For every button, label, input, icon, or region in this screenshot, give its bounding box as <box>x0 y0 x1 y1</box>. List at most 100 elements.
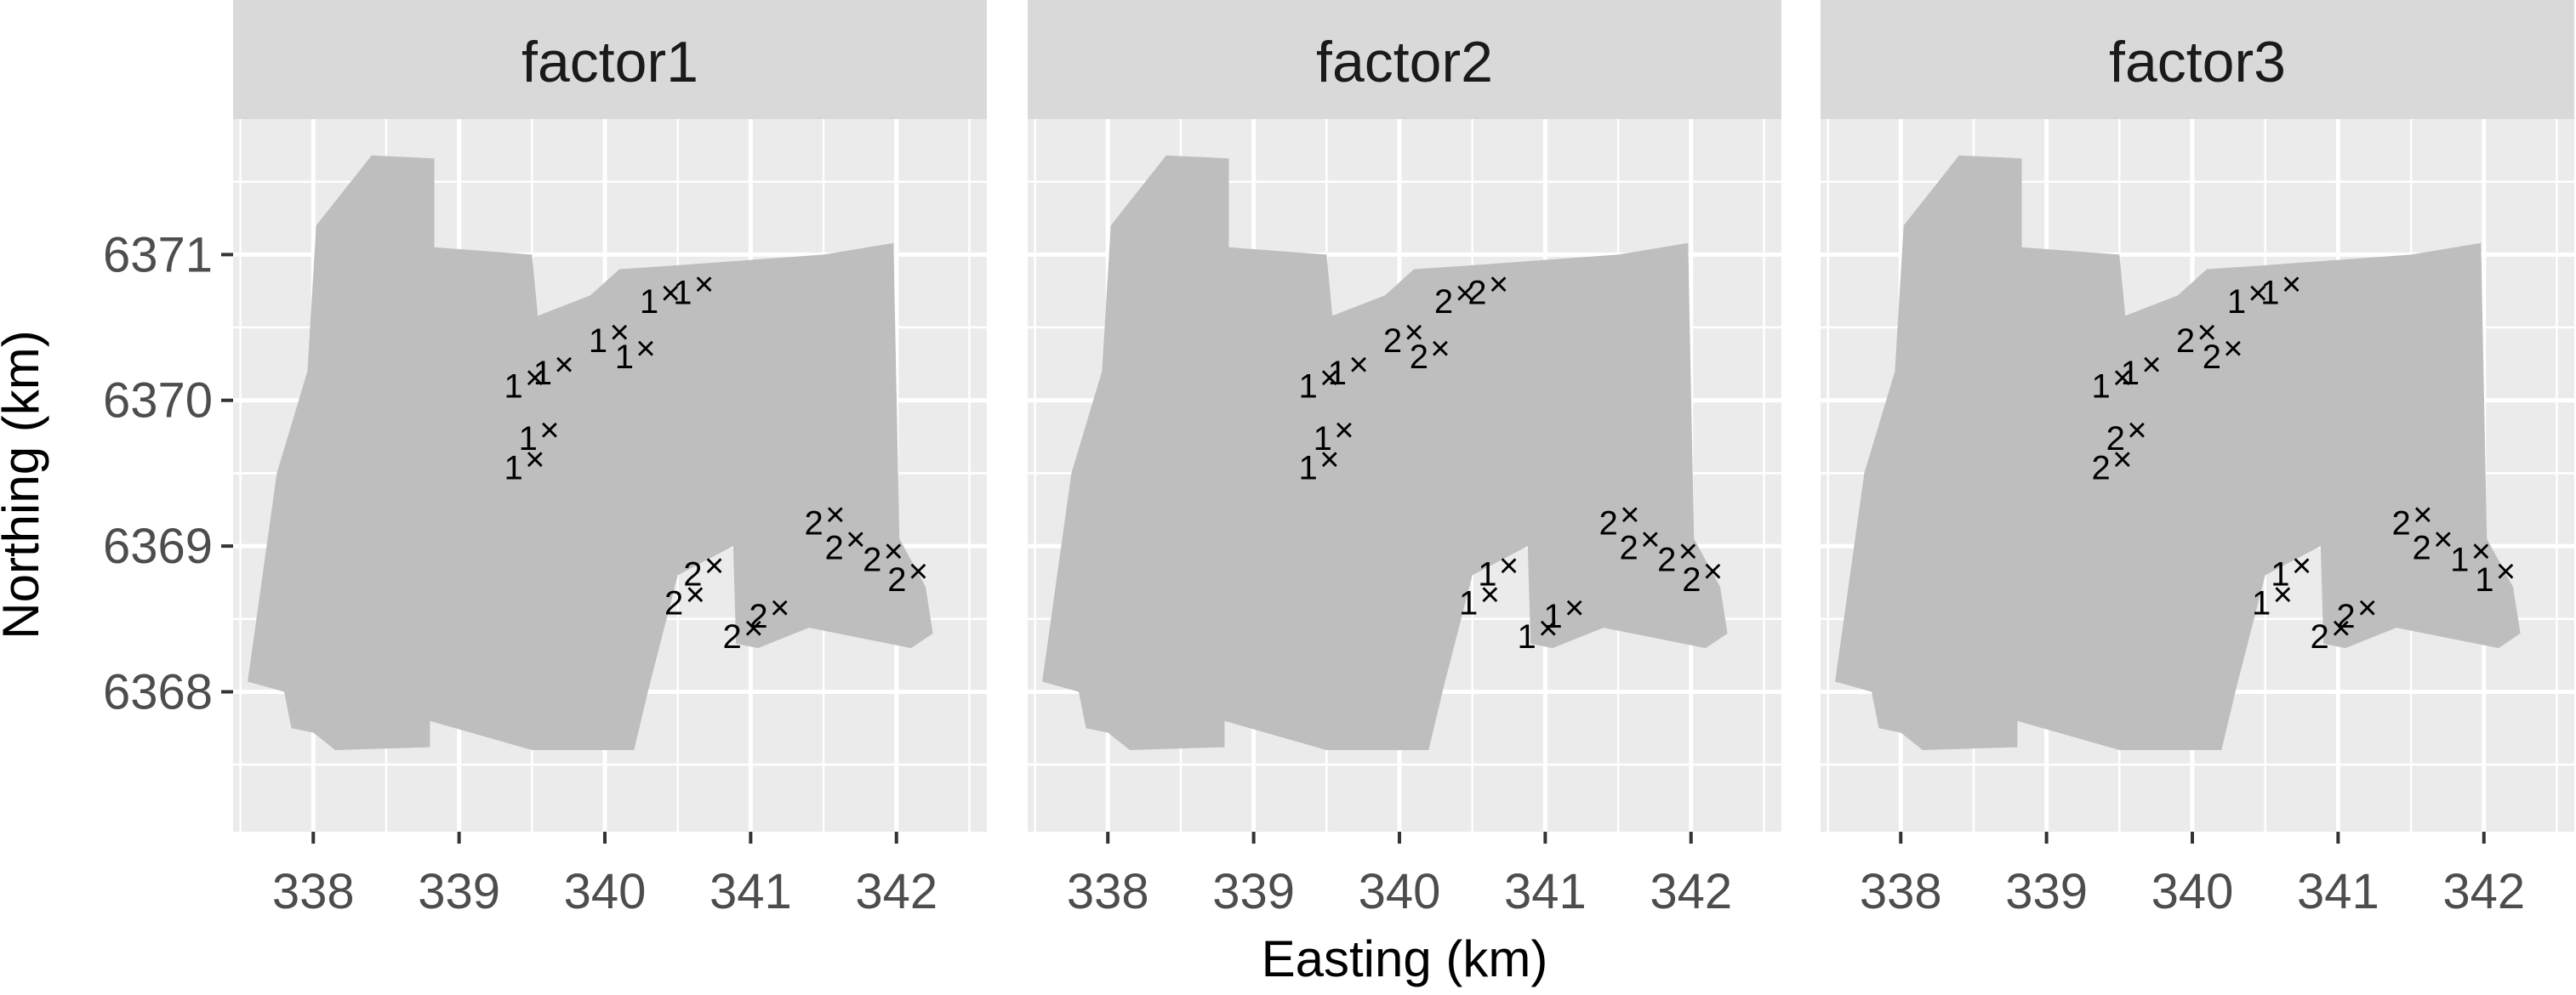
data-point-label: 2 <box>1657 541 1676 578</box>
study-region <box>1042 155 1728 751</box>
data-point-marker: × <box>704 547 724 584</box>
data-point-label: 1 <box>533 355 552 392</box>
data-point-marker: × <box>1455 275 1474 312</box>
facet-strip <box>1028 0 1781 119</box>
data-point-label: 1 <box>2121 355 2140 392</box>
data-point-label: 1 <box>504 367 522 405</box>
data-point-label: 2 <box>887 561 906 599</box>
data-point-marker: × <box>694 266 714 304</box>
data-point-marker: × <box>554 346 573 384</box>
data-point-label: 1 <box>2091 367 2110 405</box>
data-point-marker: × <box>1430 330 1450 367</box>
data-point-marker: × <box>660 275 680 312</box>
facet-strip <box>1821 0 2574 119</box>
data-point-label: 1 <box>615 338 634 376</box>
study-region <box>248 155 933 751</box>
data-point-marker: × <box>1334 412 1354 449</box>
x-tick-label: 340 <box>2151 864 2234 919</box>
data-point-label: 2 <box>1434 283 1453 321</box>
x-tick-label: 339 <box>2005 864 2088 919</box>
y-tick-label: 6371 <box>103 227 213 282</box>
data-point-label: 1 <box>2252 585 2271 623</box>
data-point-marker: × <box>846 521 865 559</box>
data-point-label: 1 <box>519 420 538 458</box>
data-point-label: 1 <box>2450 541 2469 578</box>
data-point-label: 2 <box>683 555 702 593</box>
data-point-marker: × <box>2471 532 2491 570</box>
data-point-label: 2 <box>2091 449 2110 486</box>
data-point-marker: × <box>1538 610 1558 647</box>
data-point-marker: × <box>2223 330 2243 367</box>
y-tick-label: 6368 <box>103 664 213 719</box>
x-tick-label: 342 <box>2442 864 2525 919</box>
data-point-label: 2 <box>1620 530 1638 567</box>
data-point-marker: × <box>2282 266 2301 304</box>
data-point-label: 1 <box>2227 283 2246 321</box>
data-point-label: 1 <box>1298 449 1317 486</box>
facet-strip-label: factor2 <box>1316 30 1493 94</box>
facet-strip-label: factor1 <box>521 30 698 94</box>
data-point-label: 1 <box>1328 355 1347 392</box>
x-axis-title: Easting (km) <box>1262 930 1548 987</box>
data-point-label: 2 <box>1410 338 1428 376</box>
data-point-marker: × <box>825 496 845 533</box>
data-point-marker: × <box>770 589 789 627</box>
data-point-marker: × <box>2112 441 2132 478</box>
data-point-marker: × <box>2357 589 2377 627</box>
data-point-marker: × <box>609 314 629 351</box>
data-point-label: 1 <box>2475 561 2493 599</box>
data-point-marker: × <box>744 610 763 647</box>
data-point-label: 1 <box>640 283 658 321</box>
data-point-label: 2 <box>863 541 881 578</box>
data-point-label: 2 <box>723 618 742 656</box>
data-point-label: 2 <box>2203 338 2221 376</box>
facet-strip <box>233 0 987 119</box>
data-point-label: 1 <box>1543 598 1562 635</box>
data-point-label: 2 <box>1383 322 1402 360</box>
data-point-marker: × <box>2127 412 2146 449</box>
x-tick-label: 342 <box>1650 864 1732 919</box>
data-point-marker: × <box>1564 589 1584 627</box>
data-point-marker: × <box>1703 553 1723 590</box>
data-point-marker: × <box>1348 346 1368 384</box>
facet-panel-factor3: factor3×1×1×2×2×2 ×2×1 ×1×2 ×2 ×1 ×1×1×1 ×2×23… <box>1821 0 2574 919</box>
x-tick-label: 338 <box>272 864 355 919</box>
data-point-label: 1 <box>1518 618 1536 656</box>
data-point-marker: × <box>525 359 544 396</box>
data-point-marker: × <box>1404 314 1423 351</box>
data-point-label: 1 <box>1459 585 1478 623</box>
x-tick-label: 338 <box>1067 864 1149 919</box>
x-tick-label: 339 <box>1212 864 1295 919</box>
data-point-marker: × <box>1319 441 1339 478</box>
data-point-label: 1 <box>2271 555 2289 593</box>
y-tick-label: 6369 <box>103 519 213 574</box>
facet-panel-factor2: factor2×1×1×1×1×2 ×2×2 ×2×2 ×2 ×2 ×2×1×1 ×1×13… <box>1028 0 1781 919</box>
study-region <box>1835 155 2521 751</box>
x-tick-label: 340 <box>1359 864 1441 919</box>
data-point-label: 1 <box>2260 275 2279 312</box>
data-point-marker: × <box>2292 547 2311 584</box>
data-point-label: 2 <box>1468 275 1486 312</box>
data-point-label: 2 <box>825 530 844 567</box>
data-point-marker: × <box>1480 577 1500 614</box>
data-point-marker: × <box>1499 547 1519 584</box>
y-axis: 6368 6369 6370 6371 <box>103 227 233 719</box>
data-point-marker: × <box>2496 553 2516 590</box>
data-point-marker: × <box>2112 359 2132 396</box>
data-point-marker: × <box>2413 496 2432 533</box>
x-tick-label: 339 <box>418 864 500 919</box>
data-point-marker: × <box>909 553 928 590</box>
data-point-marker: × <box>1489 266 1508 304</box>
data-point-marker: × <box>539 412 559 449</box>
data-point-label: 1 <box>589 322 607 360</box>
panels-layer: factor1×1×1×1×1×1 ×1×1 ×1×2 ×2 ×2 ×2×2×2 ×2×23… <box>233 0 2574 919</box>
data-point-label: 2 <box>2336 598 2355 635</box>
data-point-marker: × <box>525 441 544 478</box>
data-point-label: 2 <box>2176 322 2195 360</box>
x-tick-label: 340 <box>564 864 647 919</box>
data-point-label: 2 <box>2392 504 2411 542</box>
x-tick-label: 341 <box>2297 864 2379 919</box>
y-tick-label: 6370 <box>103 373 213 429</box>
data-point-label: 2 <box>805 504 824 542</box>
